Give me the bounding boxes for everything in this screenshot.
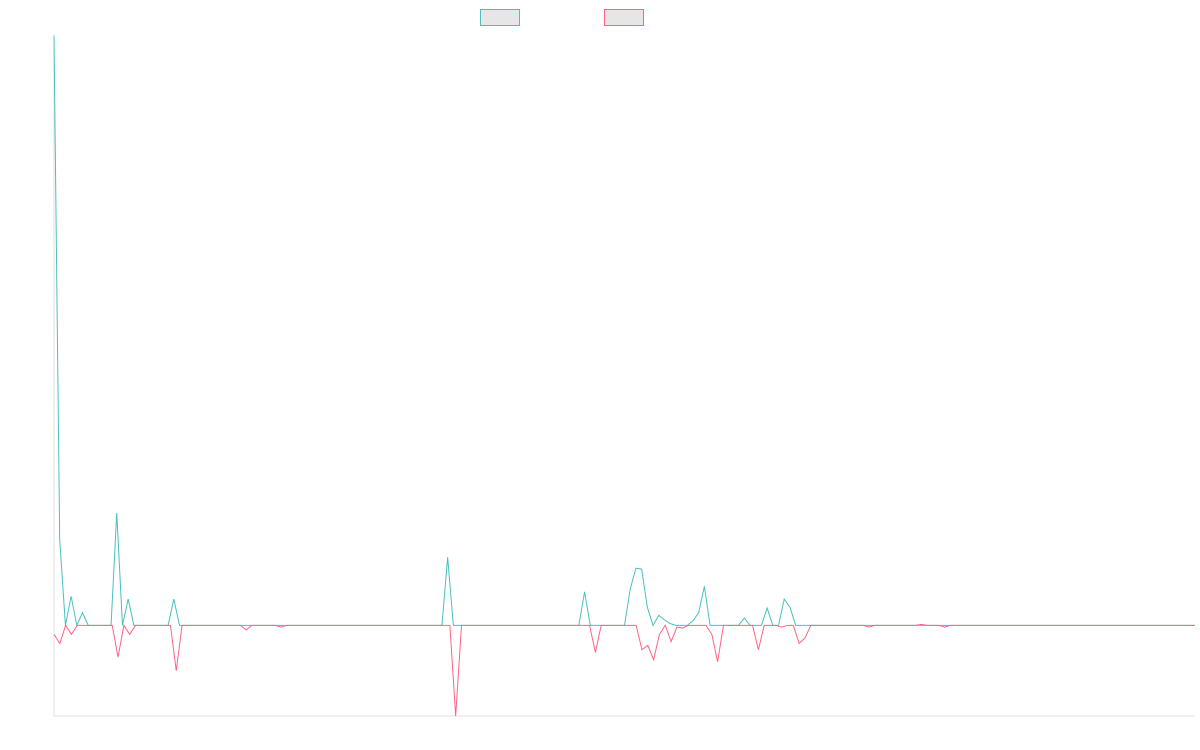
series-line-2 [53,623,1195,717]
legend-item-series-2[interactable] [604,9,644,26]
legend-swatch-series-1 [480,9,520,26]
series-layer [53,35,1195,717]
legend-item-series-1[interactable] [480,9,520,26]
chart-legend [0,9,1200,27]
legend-swatch-series-2 [604,9,644,26]
series-line-1 [53,35,1195,627]
